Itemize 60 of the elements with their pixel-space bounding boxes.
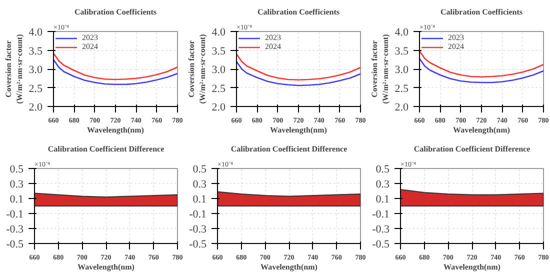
chart-title: Calibration Coefficient Difference bbox=[230, 144, 348, 154]
y-tick-label: 0.3 bbox=[376, 178, 390, 190]
y-tick-label: -0.5 bbox=[6, 238, 24, 250]
y-tick-label: 2.0 bbox=[28, 102, 43, 114]
y-tick-label: 4.0 bbox=[212, 26, 226, 38]
x-axis-title: Wavelength(nm) bbox=[453, 126, 510, 134]
y-tick-label: -0.1 bbox=[6, 208, 24, 220]
y-tick-label: 0.5 bbox=[10, 164, 24, 176]
y-axis-title: Coversion factor (W/m²·nm·sr·count) bbox=[186, 34, 207, 104]
y-tick-label: 2.5 bbox=[394, 82, 409, 95]
x-axis-title: Wavelength(nm) bbox=[78, 262, 135, 272]
legend-label: 2023 bbox=[265, 33, 282, 42]
legend-label: 2023 bbox=[82, 33, 99, 42]
y-tick-label: 3.0 bbox=[212, 64, 226, 76]
chart-title: Calibration Coefficients bbox=[74, 8, 157, 16]
y-tick-label: -0.1 bbox=[372, 208, 390, 220]
y-tick-label: 0.1 bbox=[10, 194, 24, 206]
y-tick-label: 0.5 bbox=[376, 164, 390, 176]
y-tick-label: 0.3 bbox=[192, 178, 207, 190]
y-tick-label: 0.1 bbox=[376, 194, 390, 206]
y-tick-label: -0.5 bbox=[189, 238, 207, 250]
chart-title: Calibration Coefficient Difference bbox=[48, 144, 165, 154]
y-tick-label: 3.5 bbox=[212, 45, 226, 58]
x-axis-title: Wavelength(nm) bbox=[260, 262, 318, 272]
y-tick-label: -0.1 bbox=[189, 208, 207, 220]
legend-label: 2024 bbox=[448, 42, 465, 51]
line-series bbox=[54, 52, 178, 80]
y-axis-title: Coversion factor (W/m²·nm·sr·count) bbox=[4, 34, 24, 104]
chart-title: Calibration Coefficient Difference bbox=[414, 144, 531, 154]
y-tick-label: -0.3 bbox=[6, 224, 24, 236]
x-axis-title: Wavelength(nm) bbox=[87, 126, 144, 134]
legend-label: 2024 bbox=[82, 42, 99, 51]
x-axis-title: Wavelength(nm) bbox=[270, 126, 328, 134]
y-tick-label: 0.3 bbox=[10, 178, 24, 190]
line-series bbox=[420, 50, 544, 78]
y-tick-label: 2.0 bbox=[394, 102, 409, 114]
y-tick-label: 0.5 bbox=[192, 164, 207, 176]
y-tick-label: 3.5 bbox=[394, 45, 409, 58]
y-tick-label: 3.5 bbox=[28, 45, 43, 58]
y-tick-label: 2.0 bbox=[212, 102, 226, 114]
x-axis-title: Wavelength(nm) bbox=[444, 262, 501, 272]
chart-title: Calibration Coefficients bbox=[258, 8, 340, 16]
line-series bbox=[54, 58, 178, 86]
legend-label: 2023 bbox=[448, 33, 465, 42]
y-tick-label: 0.1 bbox=[192, 194, 206, 206]
y-tick-label: -0.3 bbox=[189, 224, 207, 236]
line-series bbox=[420, 58, 544, 84]
y-tick-label: 2.5 bbox=[212, 82, 226, 95]
chart-title: Calibration Coefficients bbox=[440, 8, 523, 16]
legend-label: 2024 bbox=[265, 42, 282, 51]
y-tick-label: 3.0 bbox=[394, 64, 409, 76]
y-tick-label: 2.5 bbox=[28, 82, 43, 95]
y-tick-label: 4.0 bbox=[28, 26, 43, 38]
y-tick-label: 3.0 bbox=[28, 64, 43, 76]
y-tick-label: -0.5 bbox=[372, 238, 390, 250]
y-axis-title: Coversion factor (W/m²·nm·sr·count) bbox=[370, 34, 390, 104]
y-tick-label: -0.3 bbox=[372, 224, 390, 236]
y-tick-label: 4.0 bbox=[394, 26, 409, 38]
line-series bbox=[236, 53, 360, 81]
line-series bbox=[236, 60, 360, 86]
